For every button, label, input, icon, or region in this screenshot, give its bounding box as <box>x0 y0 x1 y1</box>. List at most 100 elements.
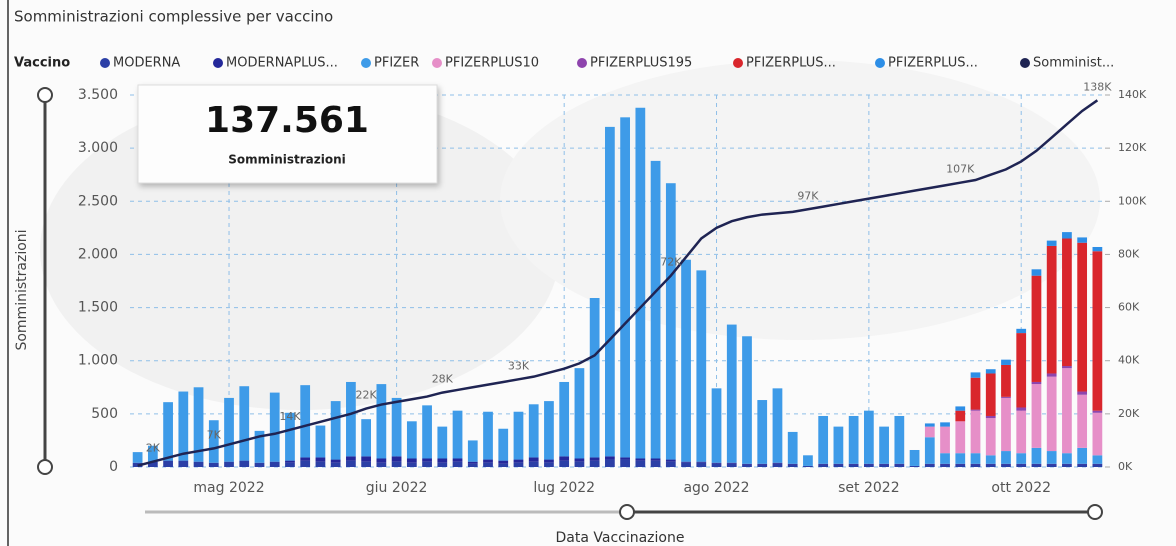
bar <box>1001 396 1011 398</box>
bar <box>635 460 646 467</box>
bar <box>285 412 295 461</box>
bar <box>985 415 996 419</box>
legend-marker <box>361 58 371 68</box>
bar <box>361 461 372 467</box>
bar <box>1092 464 1103 467</box>
bar <box>1062 232 1072 239</box>
bar <box>1062 368 1072 454</box>
bar <box>650 460 661 467</box>
bar <box>1092 251 1103 411</box>
bar <box>315 461 326 467</box>
y-tick-label: 2.000 <box>78 246 118 262</box>
bar <box>452 458 463 462</box>
y-slider-handle[interactable] <box>37 459 53 475</box>
bar <box>239 460 250 467</box>
bar <box>559 381 570 457</box>
legend-marker <box>577 58 587 68</box>
y-slider-handle[interactable] <box>37 87 53 103</box>
legend-label: PFIZERPLUS... <box>888 56 978 71</box>
bar <box>315 425 326 458</box>
bar <box>1016 410 1027 454</box>
bar <box>589 457 600 461</box>
bar <box>574 368 585 459</box>
bar <box>1092 455 1103 464</box>
y-tick-label: 0 <box>109 459 118 475</box>
bar <box>406 421 417 459</box>
bar <box>1016 328 1027 334</box>
data-label: 28K <box>432 373 454 386</box>
bar <box>178 460 189 467</box>
bar <box>269 392 280 462</box>
legend-marker <box>733 58 743 68</box>
bar <box>361 419 372 457</box>
bar <box>924 423 935 427</box>
data-label: 97K <box>797 189 819 202</box>
plot-area: 0 500 1.000 1.500 2.000 2.500 3.000 3.500 0K 20K 4… <box>78 80 1147 496</box>
bar <box>346 460 356 467</box>
bar <box>513 462 524 467</box>
bar <box>406 462 417 467</box>
x-slider-handle[interactable] <box>1087 504 1103 520</box>
data-label: 33K <box>508 359 530 372</box>
x-tick-label: mag 2022 <box>193 480 264 496</box>
bar <box>498 463 509 467</box>
bar <box>1092 412 1103 456</box>
bar <box>879 426 889 464</box>
x-slider-handle[interactable] <box>619 504 635 520</box>
bar <box>985 464 996 467</box>
bar <box>1062 463 1072 465</box>
x-tick-label: ott 2022 <box>991 480 1051 496</box>
bar <box>467 440 478 462</box>
bar <box>254 430 265 463</box>
bar <box>1001 397 1011 452</box>
bar <box>483 459 493 463</box>
bar <box>1001 463 1011 465</box>
bar <box>285 462 295 467</box>
y-tick-label: 2.500 <box>78 193 118 209</box>
bar <box>376 458 387 463</box>
x-tick-label: ago 2022 <box>683 480 749 496</box>
bar <box>635 107 646 459</box>
bar <box>894 415 905 464</box>
bar <box>726 463 737 467</box>
bar <box>970 464 981 467</box>
kpi-label: Somministrazioni <box>228 153 346 167</box>
bar <box>711 388 722 463</box>
bar <box>787 464 798 467</box>
bar <box>1092 410 1103 413</box>
bar <box>330 401 341 460</box>
bar <box>742 336 752 464</box>
bar <box>1077 242 1088 392</box>
bar <box>696 462 707 467</box>
bar <box>940 422 950 427</box>
data-label: 14K <box>279 410 301 423</box>
bar <box>940 463 950 465</box>
bar <box>391 397 402 457</box>
bar <box>1077 464 1088 467</box>
bar <box>1062 453 1072 464</box>
bar <box>132 452 143 463</box>
bar <box>955 410 966 422</box>
bar <box>909 449 920 466</box>
legend-label: MODERNA <box>113 56 180 71</box>
bar <box>528 461 539 467</box>
bar <box>863 463 874 465</box>
bar <box>879 464 889 467</box>
bar <box>1062 464 1072 467</box>
bar <box>985 455 996 464</box>
bar <box>1016 407 1027 411</box>
bar <box>818 464 829 467</box>
kpi-card <box>137 84 438 184</box>
data-label: 2K <box>146 442 161 455</box>
bar <box>1001 359 1011 365</box>
bar <box>605 459 615 467</box>
bar <box>726 324 737 463</box>
legend-marker <box>432 58 442 68</box>
y2-tick-label: 120K <box>1118 141 1147 154</box>
bar <box>620 459 630 467</box>
bar <box>940 464 950 467</box>
bar <box>863 410 874 464</box>
bar <box>665 183 676 460</box>
bar <box>559 460 570 467</box>
legend-marker <box>875 58 885 68</box>
